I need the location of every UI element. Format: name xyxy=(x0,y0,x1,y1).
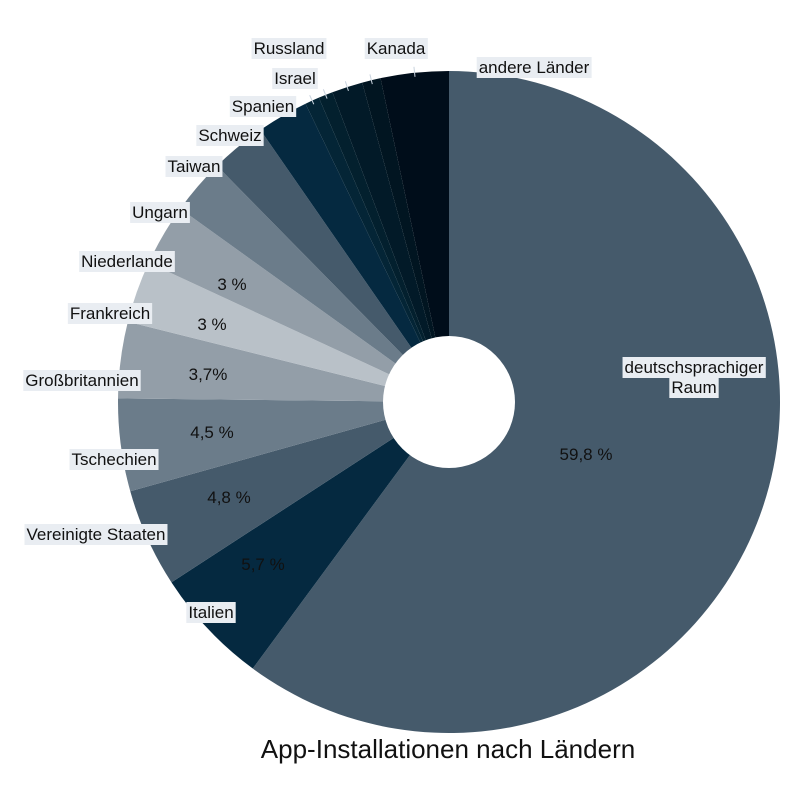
slice-kanada xyxy=(362,78,449,403)
category-label-vereinigte-staaten: Vereinigte Staaten xyxy=(24,524,168,545)
category-label-text: Taiwan xyxy=(168,157,221,176)
value-label-vereinigte-staaten: 4,8 % xyxy=(207,488,250,507)
value-label-tschechien: 4,5 % xyxy=(190,423,233,442)
slice-taiwan xyxy=(216,129,449,403)
leader-line-spanien xyxy=(309,94,315,105)
category-label-ungarn: Ungarn xyxy=(130,202,190,223)
label-background xyxy=(24,524,168,545)
category-label-italien: Italien xyxy=(186,602,236,623)
label-background xyxy=(186,602,236,623)
label-background xyxy=(272,68,318,89)
slice-russland xyxy=(332,82,449,402)
donut-hole xyxy=(383,336,515,468)
label-background xyxy=(130,202,190,223)
label-background xyxy=(67,303,153,324)
slice-tschechien xyxy=(118,398,449,492)
category-label-text: deutschsprachiger xyxy=(625,358,764,377)
category-label-russland: Russland xyxy=(251,38,327,59)
label-background xyxy=(165,156,223,177)
category-label-taiwan: Taiwan xyxy=(165,156,223,177)
label-background xyxy=(196,125,264,146)
value-labels: 59,8 % 5,7 % 4,8 % 4,5 % 3,7% 3 % 3 % xyxy=(189,275,613,574)
slice-italien xyxy=(171,402,449,669)
category-label-text: Frankreich xyxy=(70,304,150,323)
label-background xyxy=(622,357,766,378)
value-label-deutschsprachiger-raum: 59,8 % xyxy=(560,445,613,464)
category-label-text: Italien xyxy=(188,603,233,622)
leader-line-russland xyxy=(344,81,349,91)
label-background xyxy=(69,449,159,470)
leader-lines xyxy=(309,66,416,105)
slice-andere-laender xyxy=(380,71,449,402)
category-label-text: andere Länder xyxy=(479,58,590,77)
label-background xyxy=(229,96,297,117)
category-label-text: Vereinigte Staaten xyxy=(27,525,166,544)
label-background xyxy=(364,38,428,59)
label-background xyxy=(79,251,175,272)
category-label-niederlande: Niederlande xyxy=(79,251,175,272)
category-label-frankreich: Frankreich xyxy=(67,303,153,324)
label-background xyxy=(251,38,327,59)
value-label-niederlande: 3 % xyxy=(217,275,246,294)
label-background xyxy=(669,377,719,398)
slice-grossbritannien xyxy=(118,321,450,402)
category-label-text: Tschechien xyxy=(71,450,156,469)
leader-line-kanada xyxy=(369,74,373,85)
value-label-grossbritannien: 3,7% xyxy=(189,365,228,384)
slice-spanien xyxy=(305,97,449,403)
category-label-text: Niederlande xyxy=(81,252,173,271)
category-label-schweiz: Schweiz xyxy=(196,125,264,146)
leader-line-andere-laender xyxy=(413,66,416,77)
category-label-text: Kanada xyxy=(367,39,426,58)
slice-schweiz xyxy=(260,103,449,403)
slice-deutschsprachiger-raum xyxy=(252,71,780,733)
category-label-tschechien: Tschechien xyxy=(69,449,159,470)
category-label-text: Schweiz xyxy=(198,126,261,145)
category-label-andere-laender: andere Länder xyxy=(476,57,592,78)
category-label-text: Großbritannien xyxy=(25,371,138,390)
label-background xyxy=(23,370,141,391)
pie-slices xyxy=(118,71,780,733)
category-label-text: Raum xyxy=(671,378,716,397)
slice-israel xyxy=(318,92,449,402)
category-label-kanada: Kanada xyxy=(364,38,428,59)
leader-line-israel xyxy=(322,89,328,99)
category-label-text: Spanien xyxy=(232,97,294,116)
chart-title: App-Installationen nach Ländern xyxy=(261,734,635,764)
slice-niederlande xyxy=(148,208,450,402)
value-label-frankreich: 3 % xyxy=(197,315,226,334)
category-label-spanien: Spanien xyxy=(229,96,297,117)
slice-frankreich xyxy=(127,262,449,402)
category-label-text: Ungarn xyxy=(132,203,188,222)
category-label-text: Israel xyxy=(274,69,316,88)
category-label-israel: Israel xyxy=(272,68,318,89)
label-background xyxy=(476,57,592,78)
slice-ungarn xyxy=(180,165,450,402)
slice-vereinigte-staaten xyxy=(130,402,449,583)
category-label-text: Russland xyxy=(254,39,325,58)
value-label-italien: 5,7 % xyxy=(241,555,284,574)
category-label-grossbritannien: Großbritannien xyxy=(23,370,141,391)
